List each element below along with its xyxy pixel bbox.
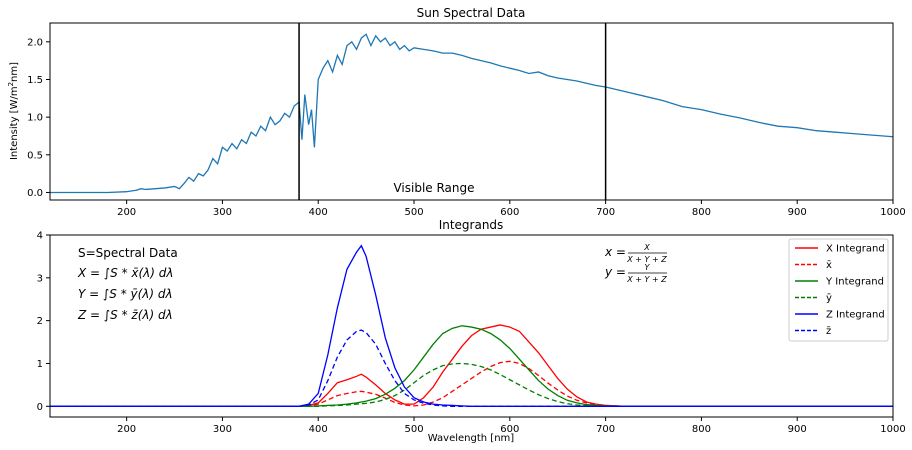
integrands-panel: Integrands 200 300 400 500 600 700 800 900 1000 0… <box>37 218 906 444</box>
top-xtick-label: 900 <box>788 207 807 218</box>
sun-spectrum-line <box>50 33 894 194</box>
legend-label-4: Z Integrand <box>826 310 885 321</box>
bottom-xtick-label: 1000 <box>880 424 905 435</box>
series-line-4 <box>50 244 893 407</box>
top-ytick-label: 0.0 <box>27 188 43 199</box>
x-chromaticity-equation: x = X X + Y + Z <box>604 243 667 264</box>
top-xtick-label: 400 <box>309 207 328 218</box>
y-eq-denominator: X + Y + Z <box>626 275 667 284</box>
legend-label-3: ȳ <box>826 293 832 304</box>
top-xtick-label: 1000 <box>880 207 905 218</box>
top-xtick-label: 300 <box>213 207 232 218</box>
sun-spectrum-panel: Sun Spectral Data Intensity [W/m2nm] 200… <box>7 6 906 218</box>
bottom-xtick-label: 800 <box>692 424 711 435</box>
bottom-ytick-label: 0 <box>37 402 43 413</box>
top-ytick-label: 1.5 <box>27 75 43 86</box>
top-ytick-label: 0.5 <box>27 150 43 161</box>
top-xtick-label: 600 <box>500 207 519 218</box>
bottom-ytick-label: 1 <box>37 359 43 370</box>
sun-spectrum-frame <box>49 22 894 201</box>
y-eq-numerator: Y <box>645 263 651 272</box>
bottom-ytick-label: 4 <box>37 231 43 242</box>
y-integral-equation: Y = ∫S * ȳ(λ) dλ <box>78 287 173 301</box>
integrands-legend: X Integrand x̄ Y Integrand ȳ Z Integrand z̄ <box>788 238 889 342</box>
series-line-2 <box>50 325 893 407</box>
bottom-xtick-label: 300 <box>213 424 232 435</box>
z-integral-equation: Z = ∫S * z̄(λ) dλ <box>77 308 173 322</box>
x-eq-denominator: X + Y + Z <box>626 255 667 264</box>
wavelength-axis-label: Wavelength [nm] <box>428 433 514 444</box>
top-ytick-label: 2.0 <box>27 37 43 48</box>
legend-label-1: x̄ <box>826 260 832 271</box>
top-xtick-label: 800 <box>692 207 711 218</box>
top-ytick-label: 1.0 <box>27 113 43 124</box>
top-xtick-label: 200 <box>117 207 136 218</box>
y-eq-lhs: y = <box>604 265 626 279</box>
spectral-data-note: S=Spectral Data <box>78 246 178 260</box>
x-eq-numerator: X <box>643 243 650 252</box>
integrands-plot-area: 200 300 400 500 600 700 800 900 1000 0 1 2 3 4 <box>37 231 906 436</box>
sun-spectrum-title: Sun Spectral Data <box>417 6 526 20</box>
legend-label-0: X Integrand <box>826 244 885 255</box>
legend-label-2: Y Integrand <box>825 277 884 288</box>
integrands-title: Integrands <box>439 218 504 232</box>
series-line-5 <box>50 329 893 407</box>
bottom-ytick-label: 3 <box>37 273 43 284</box>
bottom-xtick-label: 600 <box>500 424 519 435</box>
x-eq-lhs: x = <box>604 245 626 259</box>
bottom-xtick-label: 200 <box>117 424 136 435</box>
bottom-xtick-label: 500 <box>404 424 423 435</box>
bottom-xtick-label: 400 <box>309 424 328 435</box>
x-integral-equation: X = ∫S * x̄(λ) dλ <box>77 266 174 280</box>
bottom-xtick-label: 900 <box>788 424 807 435</box>
top-xtick-label: 500 <box>404 207 423 218</box>
bottom-xtick-label: 700 <box>596 424 615 435</box>
legend-label-5: z̄ <box>826 326 831 337</box>
sun-spectrum-plot-area: 200 300 400 500 600 700 800 900 1000 0.0 0.5 1.0 1.5… <box>27 23 906 218</box>
bottom-ytick-label: 2 <box>37 316 43 327</box>
visible-range-label: Visible Range <box>393 181 474 195</box>
series-line-0 <box>50 324 893 407</box>
y-chromaticity-equation: y = Y X + Y + Z <box>604 263 667 284</box>
intensity-axis-label: Intensity [W/m2nm] <box>7 62 20 160</box>
series-line-3 <box>50 362 893 407</box>
integrands-frame <box>49 234 894 418</box>
series-line-1 <box>50 360 893 407</box>
top-xtick-label: 700 <box>596 207 615 218</box>
